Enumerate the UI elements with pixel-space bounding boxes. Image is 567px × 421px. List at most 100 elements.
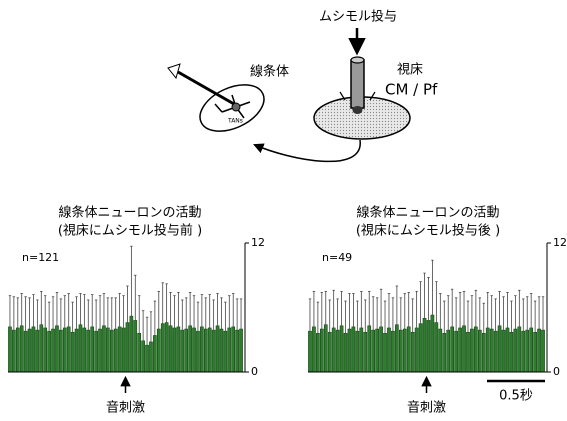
bar bbox=[12, 330, 15, 372]
bar bbox=[380, 327, 383, 372]
bar bbox=[189, 326, 192, 372]
bar bbox=[526, 330, 529, 372]
bar bbox=[451, 327, 454, 372]
bar bbox=[522, 331, 525, 372]
bar bbox=[106, 328, 109, 372]
bar bbox=[216, 326, 219, 372]
bar bbox=[122, 328, 125, 372]
bar bbox=[142, 341, 145, 372]
bar bbox=[59, 330, 62, 372]
bar bbox=[514, 329, 517, 372]
bar bbox=[40, 325, 43, 372]
bar bbox=[177, 327, 180, 372]
bar bbox=[399, 330, 402, 372]
bar bbox=[423, 318, 426, 372]
bar bbox=[376, 329, 379, 372]
bar bbox=[145, 345, 148, 372]
bar bbox=[459, 328, 462, 372]
bar bbox=[55, 326, 58, 372]
stimulus-label: 音刺激 bbox=[407, 400, 446, 416]
bar bbox=[165, 323, 168, 372]
cannula bbox=[351, 60, 364, 108]
bar bbox=[395, 325, 398, 372]
bar bbox=[486, 328, 489, 372]
bar bbox=[239, 329, 242, 372]
scale-bar-label: 0.5秒 bbox=[499, 389, 533, 404]
bar bbox=[360, 328, 363, 372]
bar bbox=[494, 331, 497, 372]
bar bbox=[324, 325, 327, 372]
bar bbox=[196, 331, 199, 372]
bar bbox=[118, 327, 121, 372]
bar bbox=[439, 329, 442, 372]
electrode bbox=[178, 72, 234, 104]
bar bbox=[455, 331, 458, 372]
bar bbox=[36, 330, 39, 372]
y-tick-label: 12 bbox=[553, 236, 567, 249]
bar bbox=[534, 332, 537, 372]
bar bbox=[8, 327, 11, 372]
electrode-tip bbox=[168, 64, 180, 78]
y-tick-label: 0 bbox=[553, 365, 560, 378]
bar bbox=[530, 328, 533, 372]
bar bbox=[153, 335, 156, 372]
striatum-label: 線条体 bbox=[250, 64, 289, 80]
bar bbox=[228, 328, 231, 372]
bar bbox=[447, 330, 450, 372]
bar bbox=[419, 324, 422, 372]
bar bbox=[91, 327, 94, 372]
bar bbox=[332, 328, 335, 372]
chart-title: 線条体ニューロンの活動 bbox=[356, 205, 499, 221]
bar bbox=[478, 330, 481, 372]
bar bbox=[312, 327, 315, 372]
bar bbox=[63, 328, 66, 372]
bar bbox=[470, 329, 473, 372]
bar bbox=[502, 330, 505, 372]
bar bbox=[435, 323, 438, 372]
bar bbox=[149, 342, 152, 372]
bar bbox=[212, 330, 215, 372]
bar bbox=[541, 330, 544, 372]
bar bbox=[192, 328, 195, 372]
bar bbox=[336, 330, 339, 372]
bar bbox=[403, 329, 406, 372]
bar bbox=[443, 333, 446, 372]
bar bbox=[67, 327, 70, 372]
bar bbox=[130, 316, 133, 372]
bar bbox=[407, 327, 410, 372]
bar bbox=[134, 320, 137, 372]
bar bbox=[44, 328, 47, 372]
bar bbox=[232, 327, 235, 372]
figure: ムシモル投与 視床 CM / Pf 線条体 TANs 線条体ニューロンの活動(視… bbox=[0, 0, 567, 421]
bar bbox=[383, 333, 386, 372]
chart-subtitle: (視床にムシモル投与前 ) bbox=[58, 223, 202, 239]
bar bbox=[161, 324, 164, 372]
bar bbox=[498, 326, 501, 372]
bar bbox=[236, 330, 239, 372]
bar bbox=[173, 328, 176, 372]
bar bbox=[138, 333, 141, 372]
bar bbox=[391, 331, 394, 372]
bar bbox=[316, 333, 319, 372]
bar bbox=[114, 329, 117, 372]
chart-title: 線条体ニューロンの活動 bbox=[58, 205, 201, 221]
bar bbox=[220, 329, 223, 372]
bar bbox=[24, 331, 27, 372]
y-tick-label: 0 bbox=[251, 365, 258, 378]
bar bbox=[16, 328, 19, 372]
bar bbox=[126, 323, 129, 372]
bar bbox=[320, 329, 323, 372]
bar bbox=[356, 331, 359, 372]
bar bbox=[157, 329, 160, 372]
bar bbox=[474, 327, 477, 372]
bar bbox=[490, 329, 493, 372]
bar bbox=[204, 329, 207, 372]
bar bbox=[328, 332, 331, 372]
n-label: n=49 bbox=[322, 251, 352, 264]
bar bbox=[340, 326, 343, 372]
thalamus-label: 視床 bbox=[397, 63, 423, 78]
bar bbox=[79, 325, 82, 372]
bar bbox=[98, 329, 101, 372]
stimulus-label: 音刺激 bbox=[106, 400, 145, 416]
bar bbox=[200, 327, 203, 372]
